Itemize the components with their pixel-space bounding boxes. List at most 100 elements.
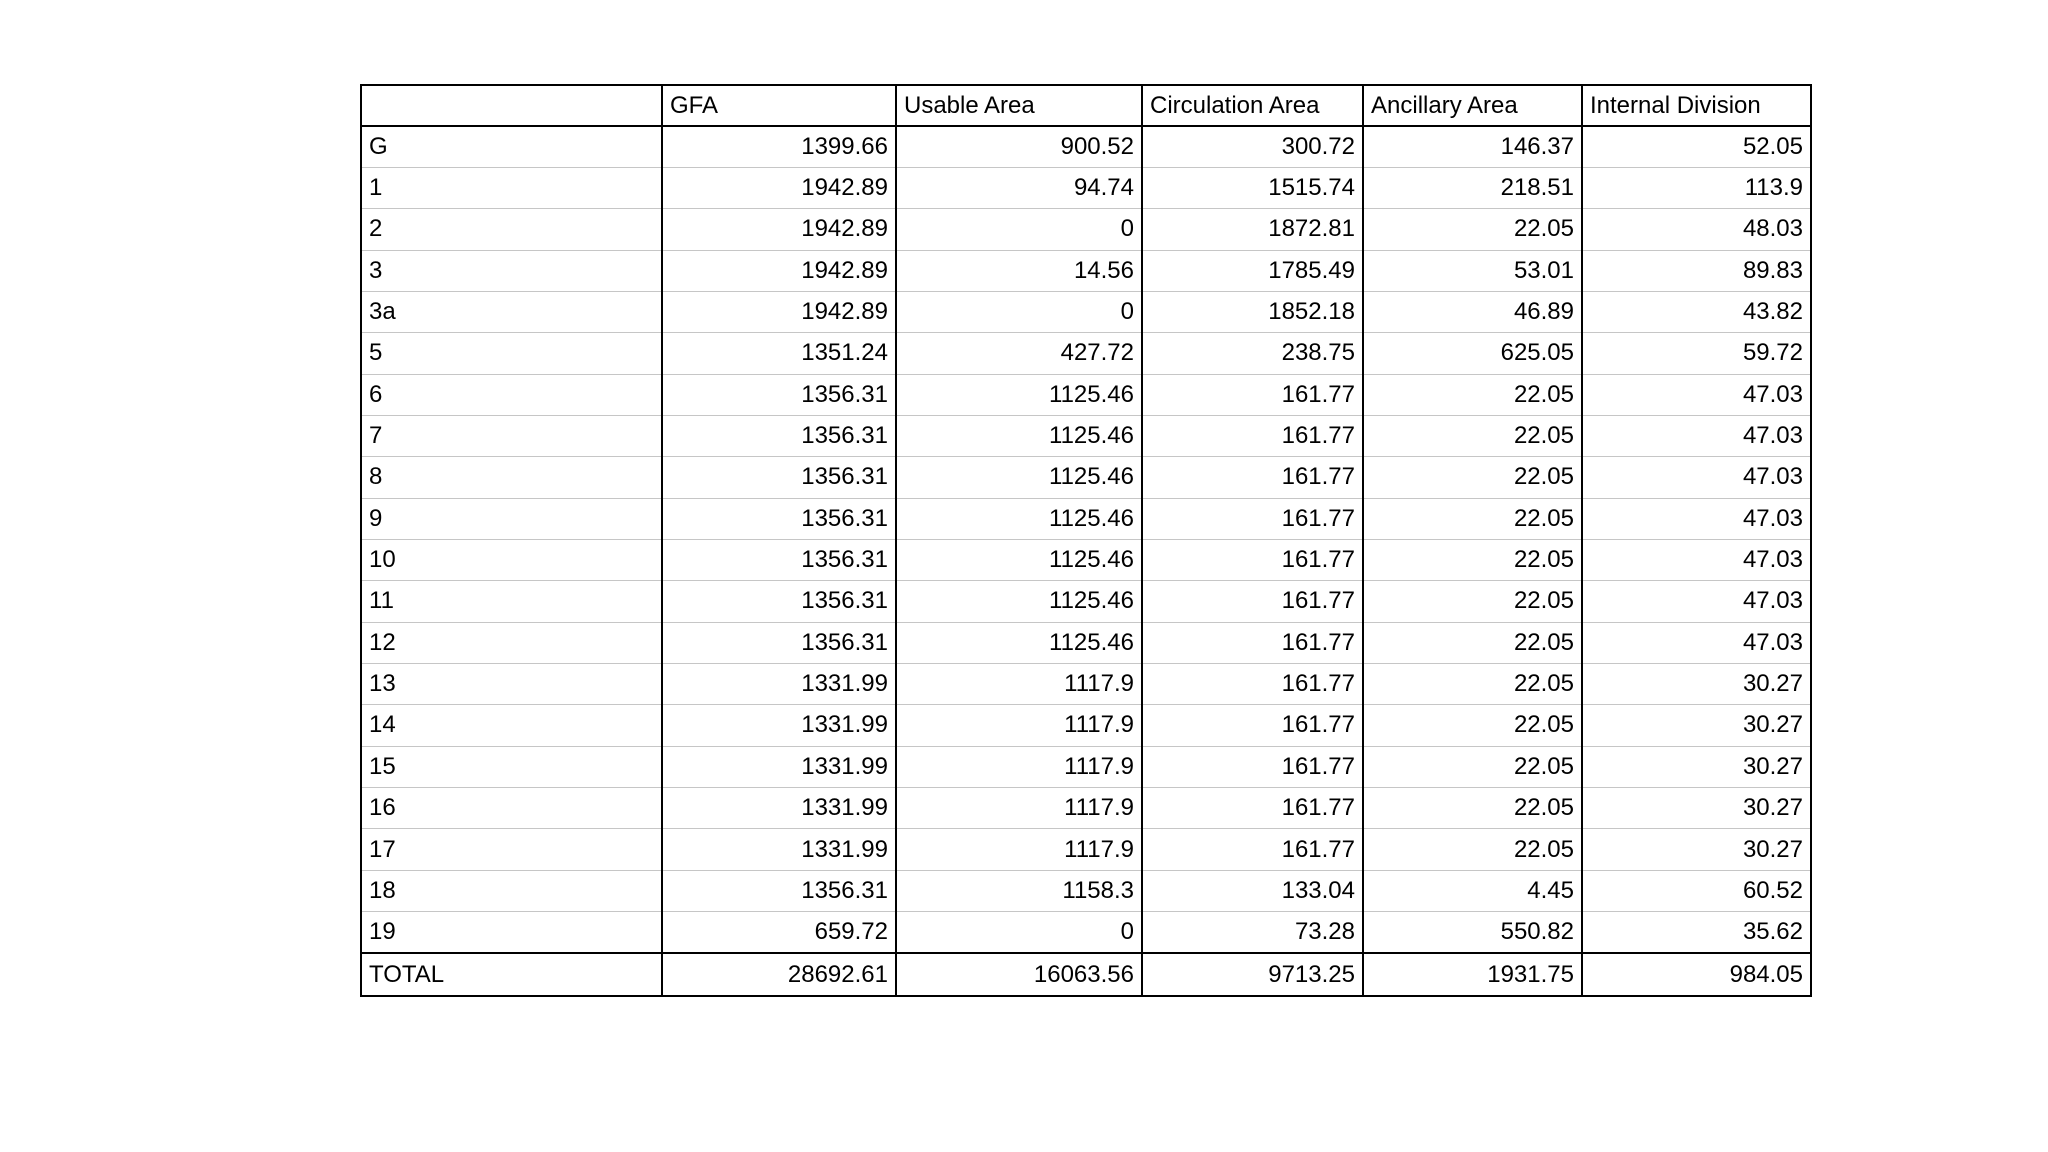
cell-value: 900.52 <box>895 125 1142 168</box>
row-label: 7 <box>361 414 662 457</box>
cell-value: 22.05 <box>1362 704 1582 747</box>
cell-value: 1942.89 <box>661 249 896 292</box>
cell-value: 161.77 <box>1141 662 1363 705</box>
cell-value: 89.83 <box>1581 249 1811 292</box>
cell-value: 46.89 <box>1362 290 1582 333</box>
cell-value: 1117.9 <box>895 786 1142 829</box>
table-header: GFA Usable Area Circulation Area Ancilla… <box>361 85 1811 127</box>
row-label: 18 <box>361 869 662 912</box>
row-label: 10 <box>361 538 662 581</box>
cell-value: 1356.31 <box>661 456 896 499</box>
cell-value: 146.37 <box>1362 125 1582 168</box>
cell-value: 47.03 <box>1581 414 1811 457</box>
cell-value: 22.05 <box>1362 828 1582 871</box>
cell-value: 161.77 <box>1141 704 1363 747</box>
cell-value: 1125.46 <box>895 621 1142 664</box>
cell-value: 1125.46 <box>895 538 1142 581</box>
cell-value: 22.05 <box>1362 414 1582 457</box>
cell-value: 427.72 <box>895 332 1142 375</box>
table-row: 7 1356.31 1125.46 161.77 22.05 47.03 <box>361 414 1811 457</box>
cell-value: 22.05 <box>1362 208 1582 251</box>
cell-value: 1125.46 <box>895 456 1142 499</box>
cell-value: 22.05 <box>1362 373 1582 416</box>
row-label: 8 <box>361 456 662 499</box>
table-row: 3 1942.89 14.56 1785.49 53.01 89.83 <box>361 249 1811 292</box>
cell-value: 1125.46 <box>895 580 1142 623</box>
cell-value: 161.77 <box>1141 621 1363 664</box>
cell-value: 22.05 <box>1362 662 1582 705</box>
cell-value: 1117.9 <box>895 662 1142 705</box>
cell-value: 48.03 <box>1581 208 1811 251</box>
table-row: 19 659.72 0 73.28 550.82 35.62 <box>361 911 1811 953</box>
cell-value: 43.82 <box>1581 290 1811 333</box>
cell-value: 1356.31 <box>661 414 896 457</box>
cell-value: 659.72 <box>661 911 896 953</box>
cell-value: 30.27 <box>1581 662 1811 705</box>
cell-value: 1351.24 <box>661 332 896 375</box>
cell-value: 0 <box>895 208 1142 251</box>
table-row: 10 1356.31 1125.46 161.77 22.05 47.03 <box>361 538 1811 581</box>
cell-value: 161.77 <box>1141 538 1363 581</box>
cell-value: 53.01 <box>1362 249 1582 292</box>
header-row: GFA Usable Area Circulation Area Ancilla… <box>361 85 1811 127</box>
cell-value: 1158.3 <box>895 869 1142 912</box>
cell-value: 238.75 <box>1141 332 1363 375</box>
total-row: TOTAL 28692.61 16063.56 9713.25 1931.75 … <box>361 952 1811 996</box>
table-row: 9 1356.31 1125.46 161.77 22.05 47.03 <box>361 497 1811 540</box>
cell-value: 4.45 <box>1362 869 1582 912</box>
cell-value: 1331.99 <box>661 828 896 871</box>
total-ancillary-area: 1931.75 <box>1362 952 1582 996</box>
table-footer: TOTAL 28692.61 16063.56 9713.25 1931.75 … <box>361 952 1811 996</box>
cell-value: 1356.31 <box>661 580 896 623</box>
table-row: 3a 1942.89 0 1852.18 46.89 43.82 <box>361 290 1811 333</box>
cell-value: 1117.9 <box>895 745 1142 788</box>
total-internal-division: 984.05 <box>1581 952 1811 996</box>
cell-value: 47.03 <box>1581 621 1811 664</box>
total-label: TOTAL <box>361 952 662 996</box>
cell-value: 94.74 <box>895 166 1142 209</box>
header-cell-internal-division: Internal Division <box>1581 85 1811 127</box>
row-label: 19 <box>361 911 662 953</box>
header-cell-circulation-area: Circulation Area <box>1141 85 1363 127</box>
cell-value: 22.05 <box>1362 538 1582 581</box>
cell-value: 22.05 <box>1362 456 1582 499</box>
total-gfa: 28692.61 <box>661 952 896 996</box>
cell-value: 161.77 <box>1141 497 1363 540</box>
cell-value: 47.03 <box>1581 456 1811 499</box>
cell-value: 161.77 <box>1141 828 1363 871</box>
table-row: 6 1356.31 1125.46 161.77 22.05 47.03 <box>361 373 1811 416</box>
row-label: 9 <box>361 497 662 540</box>
cell-value: 1331.99 <box>661 745 896 788</box>
cell-value: 133.04 <box>1141 869 1363 912</box>
table-row: 18 1356.31 1158.3 133.04 4.45 60.52 <box>361 869 1811 912</box>
cell-value: 47.03 <box>1581 580 1811 623</box>
cell-value: 73.28 <box>1141 911 1363 953</box>
header-cell-gfa: GFA <box>661 85 896 127</box>
cell-value: 161.77 <box>1141 414 1363 457</box>
cell-value: 161.77 <box>1141 745 1363 788</box>
table-row: 17 1331.99 1117.9 161.77 22.05 30.27 <box>361 828 1811 871</box>
row-label: 5 <box>361 332 662 375</box>
header-cell-blank <box>361 85 662 127</box>
cell-value: 1331.99 <box>661 786 896 829</box>
cell-value: 161.77 <box>1141 786 1363 829</box>
row-label: 3a <box>361 290 662 333</box>
table-row: 15 1331.99 1117.9 161.77 22.05 30.27 <box>361 745 1811 788</box>
table-body: G 1399.66 900.52 300.72 146.37 52.05 1 1942.89 9… <box>361 125 1811 953</box>
table-row: G 1399.66 900.52 300.72 146.37 52.05 <box>361 125 1811 168</box>
cell-value: 30.27 <box>1581 704 1811 747</box>
cell-value: 22.05 <box>1362 580 1582 623</box>
cell-value: 625.05 <box>1362 332 1582 375</box>
cell-value: 22.05 <box>1362 621 1582 664</box>
cell-value: 0 <box>895 911 1142 953</box>
row-label: 3 <box>361 249 662 292</box>
row-label: 16 <box>361 786 662 829</box>
row-label: 17 <box>361 828 662 871</box>
cell-value: 35.62 <box>1581 911 1811 953</box>
table-row: 13 1331.99 1117.9 161.77 22.05 30.27 <box>361 662 1811 705</box>
cell-value: 1852.18 <box>1141 290 1363 333</box>
cell-value: 1117.9 <box>895 704 1142 747</box>
cell-value: 22.05 <box>1362 745 1582 788</box>
cell-value: 1942.89 <box>661 166 896 209</box>
